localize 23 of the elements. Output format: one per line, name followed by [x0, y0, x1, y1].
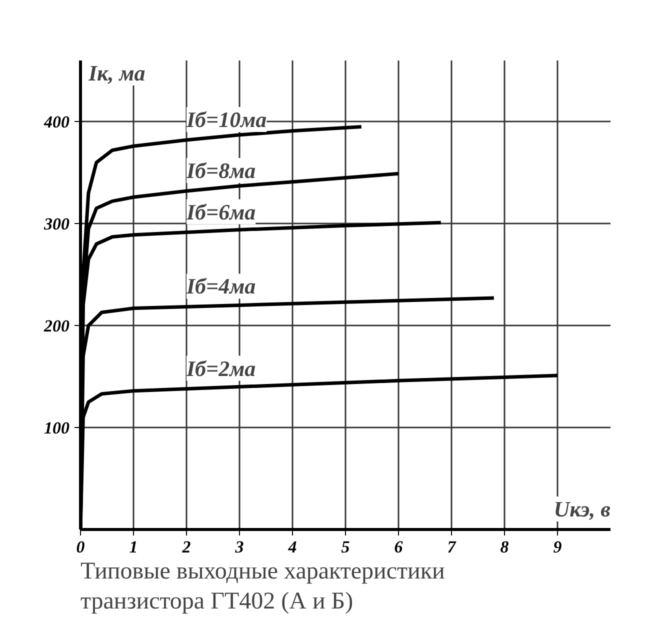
x-tick-label: 6 [394, 538, 404, 556]
x-tick-label: 3 [234, 538, 244, 556]
x-tick-label: 1 [129, 538, 138, 556]
text: транзистора ГТ402 (А и Б) [80, 588, 354, 614]
x-axis-title: Uкэ, в [554, 496, 611, 522]
series-label: Iб=6ма [186, 199, 256, 224]
x-tick-label: 7 [447, 538, 458, 556]
x-tick-label: 5 [341, 538, 350, 556]
x-tick-label: 2 [181, 538, 192, 556]
y-axis-title: Iк, ма [88, 60, 146, 86]
y-tick-label: 200 [43, 316, 70, 336]
x-tick-label: 9 [553, 538, 562, 556]
x-tick-label: 4 [287, 538, 297, 556]
series-label: Iб=8ма [186, 158, 256, 184]
text: Типовые выходные характеристики [80, 558, 446, 584]
x-tick-label: 8 [500, 538, 510, 556]
y-tick-label: 100 [44, 418, 70, 438]
series-label: Iб=4ма [186, 274, 256, 299]
x-tick-label: 0 [76, 538, 86, 556]
series-label: Iб=2ма [186, 356, 256, 381]
y-tick-label: 400 [43, 112, 70, 132]
series-label: Iб=10ма [186, 107, 267, 132]
y-tick-label: 300 [43, 214, 70, 234]
